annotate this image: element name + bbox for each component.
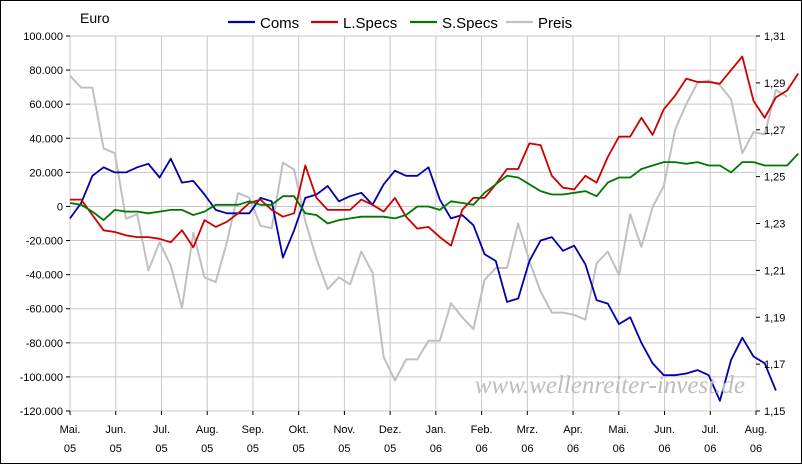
- x-tick-label-year: 06: [475, 443, 487, 455]
- y-left-tick-label: 0: [57, 201, 63, 213]
- x-tick-label-month: Jun.: [105, 424, 126, 436]
- y-axis-left: 100.000 80.000 60.000 40.000 20.000 0 -20.000 -…: [20, 31, 70, 418]
- x-tick-label-year: 05: [247, 443, 259, 455]
- x-tick-label-month: Sep.: [242, 424, 265, 436]
- y-left-tick-label: -40.000: [26, 270, 63, 282]
- x-tick-label-month: Dez.: [379, 424, 402, 436]
- y-left-tick-label: 40.000: [29, 133, 63, 145]
- x-tick-label-year: 05: [201, 443, 213, 455]
- legend-label: Preis: [538, 15, 572, 32]
- y-left-tick-label: 100.000: [23, 31, 63, 43]
- x-tick-label-month: Aug.: [196, 424, 219, 436]
- x-tick-label-year: 06: [613, 443, 625, 455]
- series-line-coms: [69, 157, 777, 402]
- legend-label: L.Specs: [343, 15, 397, 32]
- x-tick-label-month: Jan.: [425, 424, 446, 436]
- x-tick-label-month: Jun.: [654, 424, 675, 436]
- x-axis: Mai. 05 Jun. 05 Jul. 05 Aug. 05 Sep. 05 Okt. 05 Nov.…: [60, 411, 768, 455]
- x-tick-label-year: 05: [110, 443, 122, 455]
- y-left-tick-label: -120.000: [20, 406, 63, 418]
- y-left-tick-label: 20.000: [29, 167, 63, 179]
- x-tick-label-month: Mai.: [60, 424, 81, 436]
- series-line-sspecs: [69, 152, 799, 225]
- series-group: [69, 55, 800, 402]
- x-tick-label-year: 05: [155, 443, 167, 455]
- legend-label: S.Specs: [442, 15, 498, 32]
- y-right-tick-label: 1,19: [764, 312, 785, 324]
- series-line-preis: [69, 75, 788, 382]
- y-right-tick-label: 1,17: [764, 359, 785, 371]
- y-left-tick-label: 80.000: [29, 65, 63, 77]
- y-left-tick-label: 60.000: [29, 99, 63, 111]
- x-tick-label-year: 05: [293, 443, 305, 455]
- y-unit-label: Euro: [80, 10, 110, 26]
- x-tick-label-month: Jul.: [153, 424, 170, 436]
- x-tick-label-month: Mrz.: [517, 424, 538, 436]
- y-right-tick-label: 1,15: [764, 406, 785, 418]
- x-tick-label-year: 06: [521, 443, 533, 455]
- x-tick-label-month: Jul.: [702, 424, 719, 436]
- x-tick-label-year: 06: [750, 443, 762, 455]
- y-left-tick-label: -80.000: [26, 338, 63, 350]
- y-left-tick-label: -20.000: [26, 236, 63, 248]
- x-tick-label-year: 06: [430, 443, 442, 455]
- x-tick-label-month: Nov.: [333, 424, 355, 436]
- x-tick-label-month: Mai.: [608, 424, 629, 436]
- x-tick-label-month: Feb.: [471, 424, 493, 436]
- x-tick-label-month: Okt.: [289, 424, 309, 436]
- x-tick-label-year: 05: [64, 443, 76, 455]
- x-tick-label-month: Apr.: [563, 424, 583, 436]
- grid: [69, 35, 757, 412]
- x-tick-label-year: 06: [658, 443, 670, 455]
- y-right-tick-label: 1,21: [764, 265, 785, 277]
- legend-label: Coms: [260, 15, 299, 32]
- y-right-tick-label: 1,23: [764, 219, 785, 231]
- legend: Coms L.Specs S.Specs Preis: [228, 15, 572, 32]
- y-right-tick-label: 1,31: [764, 31, 785, 43]
- y-right-tick-label: 1,25: [764, 172, 785, 184]
- x-tick-label-year: 06: [704, 443, 716, 455]
- y-left-tick-label: -60.000: [26, 304, 63, 316]
- x-tick-label-year: 05: [338, 443, 350, 455]
- y-right-tick-label: 1,27: [764, 125, 785, 137]
- y-right-tick-label: 1,29: [764, 78, 785, 90]
- x-tick-label-month: Aug.: [745, 424, 768, 436]
- y-left-tick-label: -100.000: [20, 372, 63, 384]
- x-tick-label-year: 06: [567, 443, 579, 455]
- series-line-lspecs: [70, 55, 800, 249]
- y-axis-right: 1,31 1,29 1,27 1,25 1,23 1,21 1,19 1,17 1,15: [756, 31, 785, 418]
- x-tick-label-year: 05: [384, 443, 396, 455]
- watermark: www.wellenreiter-invest.de: [475, 372, 745, 399]
